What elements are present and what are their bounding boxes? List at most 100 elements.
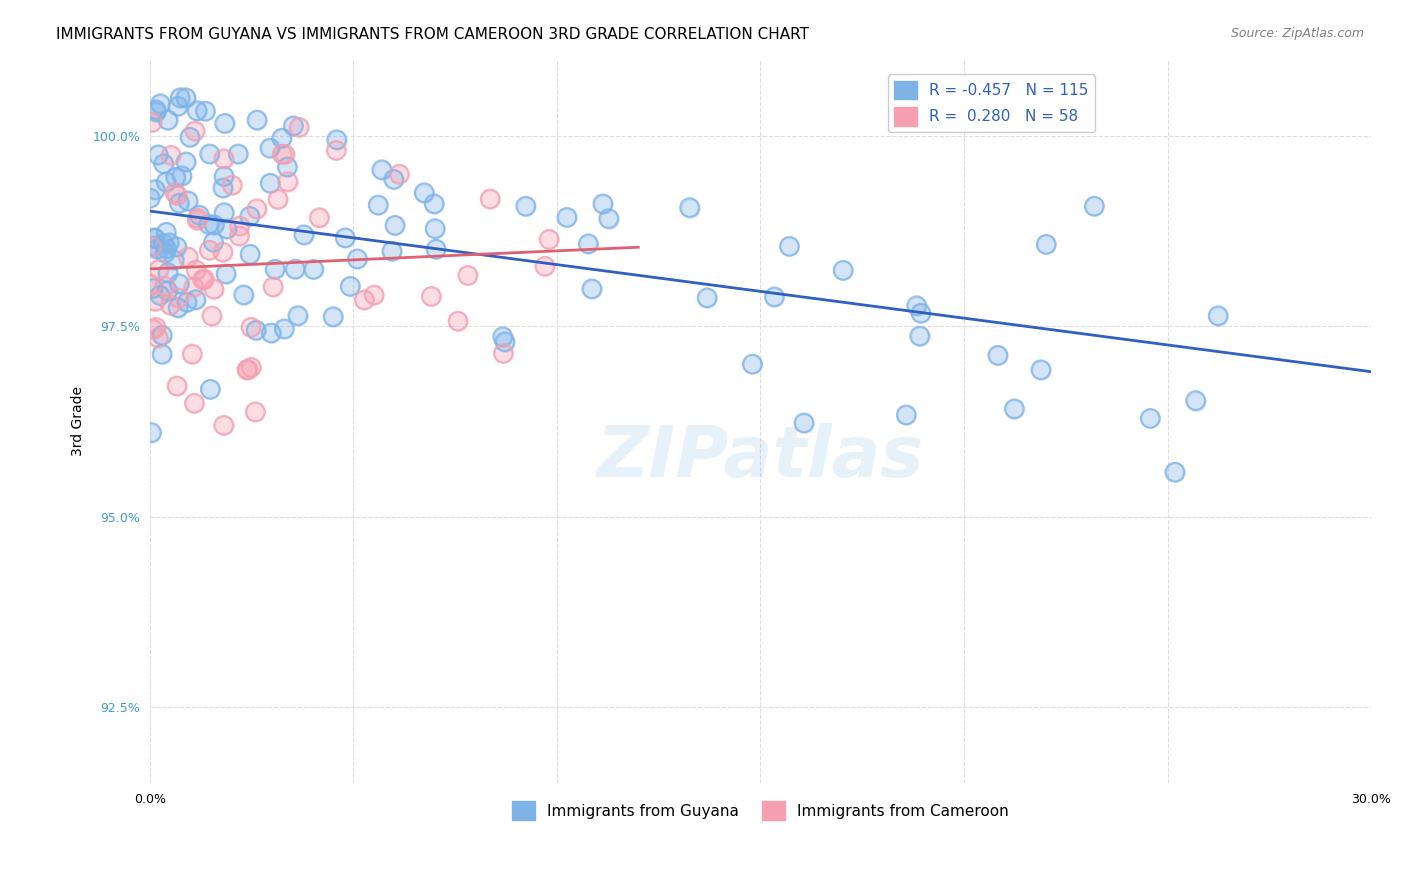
Point bbox=[186, 213, 208, 227]
Point bbox=[273, 322, 295, 336]
Point bbox=[139, 191, 162, 205]
Point bbox=[425, 242, 447, 256]
Point bbox=[166, 188, 188, 202]
Point bbox=[184, 124, 207, 138]
Point bbox=[420, 289, 443, 303]
Point bbox=[221, 178, 243, 193]
Point bbox=[232, 288, 254, 302]
Point bbox=[212, 152, 235, 166]
Point bbox=[167, 291, 190, 305]
Point bbox=[186, 103, 208, 118]
Point bbox=[155, 175, 177, 189]
Point bbox=[283, 119, 305, 133]
Point bbox=[678, 201, 700, 215]
Point bbox=[1035, 237, 1057, 252]
Point bbox=[145, 103, 167, 117]
Point bbox=[174, 91, 197, 105]
Point bbox=[267, 193, 290, 207]
Point bbox=[246, 202, 269, 216]
Point bbox=[381, 244, 404, 259]
Point bbox=[236, 362, 259, 376]
Point bbox=[202, 218, 225, 232]
Point bbox=[156, 284, 179, 298]
Point bbox=[212, 205, 235, 219]
Point bbox=[335, 231, 357, 245]
Point bbox=[166, 99, 188, 113]
Point bbox=[592, 197, 614, 211]
Point bbox=[139, 191, 162, 205]
Point bbox=[201, 309, 224, 323]
Point bbox=[193, 272, 215, 286]
Point bbox=[179, 130, 201, 145]
Point bbox=[143, 183, 166, 197]
Point bbox=[212, 418, 235, 433]
Point bbox=[447, 314, 470, 328]
Point bbox=[145, 320, 167, 334]
Point bbox=[156, 266, 179, 280]
Point bbox=[176, 295, 198, 310]
Point bbox=[156, 113, 179, 128]
Point bbox=[1164, 465, 1187, 479]
Point bbox=[174, 154, 197, 169]
Point bbox=[187, 211, 209, 226]
Point bbox=[259, 141, 281, 155]
Point bbox=[179, 130, 201, 145]
Point bbox=[325, 133, 347, 147]
Point bbox=[198, 147, 221, 161]
Legend: Immigrants from Guyana, Immigrants from Cameroon: Immigrants from Guyana, Immigrants from … bbox=[506, 795, 1015, 826]
Point bbox=[910, 306, 932, 320]
Point bbox=[370, 162, 392, 177]
Point bbox=[212, 418, 235, 433]
Point bbox=[211, 245, 233, 260]
Point bbox=[146, 331, 169, 345]
Point bbox=[335, 231, 357, 245]
Point bbox=[202, 282, 225, 296]
Point bbox=[183, 280, 205, 294]
Point bbox=[259, 176, 281, 190]
Point bbox=[678, 201, 700, 215]
Point bbox=[245, 405, 267, 419]
Point bbox=[382, 172, 405, 186]
Point bbox=[197, 218, 219, 232]
Point bbox=[142, 231, 165, 245]
Point bbox=[276, 160, 298, 174]
Point bbox=[284, 262, 307, 277]
Point bbox=[276, 160, 298, 174]
Point bbox=[142, 281, 165, 295]
Point bbox=[1045, 115, 1067, 129]
Point bbox=[226, 147, 249, 161]
Point bbox=[141, 425, 163, 440]
Point bbox=[166, 239, 188, 253]
Point bbox=[346, 252, 368, 266]
Point bbox=[779, 239, 801, 253]
Point bbox=[492, 329, 515, 343]
Point bbox=[150, 347, 173, 361]
Point bbox=[191, 272, 214, 286]
Text: IMMIGRANTS FROM GUYANA VS IMMIGRANTS FROM CAMEROON 3RD GRADE CORRELATION CHART: IMMIGRANTS FROM GUYANA VS IMMIGRANTS FRO… bbox=[56, 27, 810, 42]
Point bbox=[184, 263, 207, 277]
Point bbox=[267, 193, 290, 207]
Point bbox=[163, 186, 186, 200]
Point bbox=[153, 279, 176, 293]
Point bbox=[367, 198, 389, 212]
Point bbox=[141, 240, 163, 254]
Point bbox=[215, 222, 238, 236]
Point bbox=[169, 91, 191, 105]
Point bbox=[363, 288, 385, 302]
Point bbox=[146, 148, 169, 162]
Point bbox=[240, 360, 263, 375]
Point bbox=[325, 133, 347, 147]
Point bbox=[537, 232, 560, 246]
Point bbox=[240, 320, 263, 334]
Point bbox=[159, 298, 181, 312]
Point bbox=[1184, 393, 1206, 408]
Point bbox=[152, 236, 174, 251]
Point bbox=[793, 416, 815, 430]
Point bbox=[146, 242, 169, 256]
Point bbox=[186, 103, 208, 118]
Point bbox=[194, 104, 217, 119]
Point bbox=[277, 175, 299, 189]
Point bbox=[1206, 309, 1229, 323]
Point bbox=[259, 176, 281, 190]
Point bbox=[533, 259, 555, 273]
